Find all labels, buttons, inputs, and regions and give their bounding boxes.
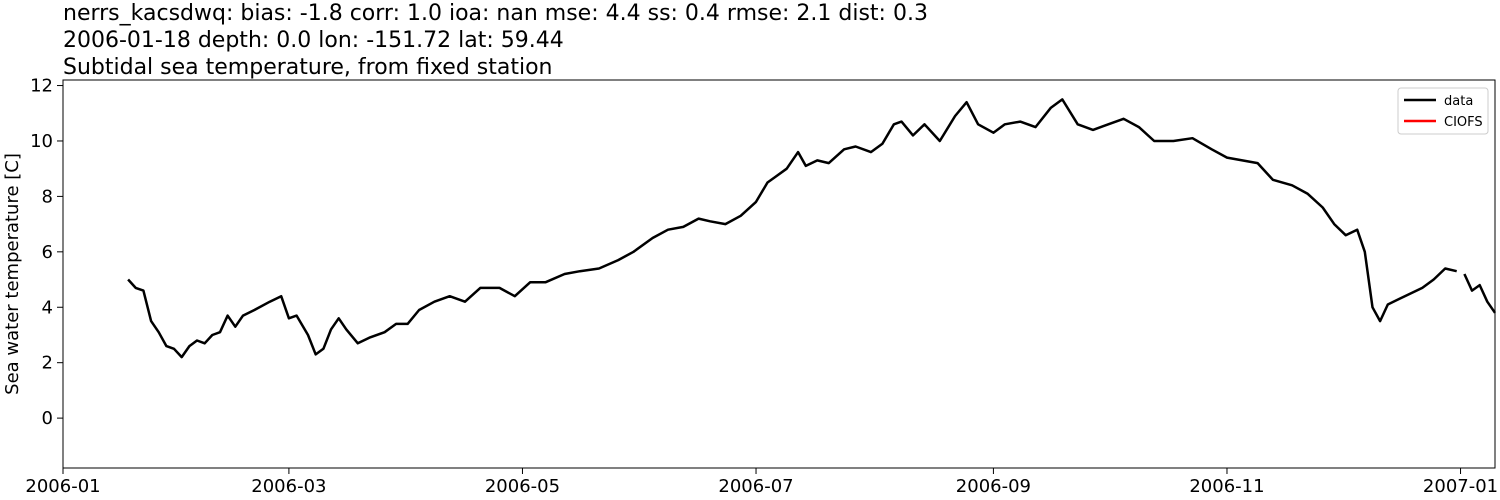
title-description: Subtidal sea temperature, from fixed sta…	[63, 55, 553, 80]
legend-label-ciofs: CIOFS	[1444, 115, 1483, 130]
legend-label-data: data	[1444, 94, 1473, 109]
chart-titles: nerrs_kacsdwq: bias: -1.8 corr: 1.0 ioa:…	[63, 0, 928, 81]
x-tick-label: 2007-01	[1423, 476, 1498, 497]
y-tick-label: 2	[42, 353, 53, 374]
x-tick-label: 2006-03	[251, 476, 326, 497]
title-location: 2006-01-18 depth: 0.0 lon: -151.72 lat: …	[63, 28, 564, 53]
x-tick-label: 2006-11	[1189, 476, 1264, 497]
y-tick-label: 0	[42, 408, 53, 429]
y-tick-label: 8	[42, 186, 53, 207]
y-tick-label: 6	[42, 242, 53, 263]
x-tick-label: 2006-05	[485, 476, 560, 497]
y-axis-label: Sea water temperature [C]	[2, 153, 23, 395]
y-tick-label: 12	[30, 76, 53, 97]
x-tick-label: 2006-09	[956, 476, 1031, 497]
plot-frame	[62, 79, 1496, 469]
title-stats: nerrs_kacsdwq: bias: -1.8 corr: 1.0 ioa:…	[63, 1, 928, 26]
y-tick-label: 4	[42, 297, 53, 318]
series-line-data	[1463, 273, 1497, 314]
y-tick-label: 10	[30, 131, 53, 152]
series-line-data	[127, 98, 1457, 359]
x-tick-label: 2006-07	[718, 476, 793, 497]
x-tick-label: 2006-01	[25, 476, 100, 497]
